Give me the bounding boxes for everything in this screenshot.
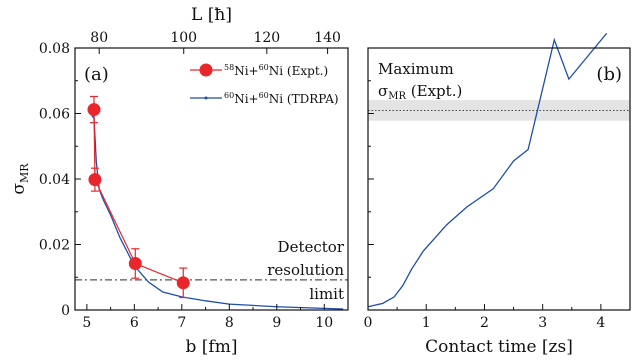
- top-axis-label: L [ħ]: [191, 5, 232, 25]
- x-axis-label: b [fm]: [186, 337, 238, 357]
- data-point-expt: [87, 103, 101, 117]
- top-tick-label: 140: [314, 30, 341, 46]
- detector-annotation-line1: Detector: [278, 238, 345, 256]
- y-tick-label: 0.02: [39, 238, 70, 254]
- top-tick-label: 80: [90, 30, 108, 46]
- data-point-expt: [176, 276, 190, 290]
- legend-label-expt: 58Ni+60Ni (Expt.): [224, 63, 328, 78]
- legend-marker-expt: [199, 63, 213, 77]
- legend-label-tdrpa: 60Ni+60Ni (TDRPA): [224, 91, 339, 106]
- x-tick-label: 0: [364, 315, 373, 331]
- maximum-annotation-subscript: MR: [388, 91, 406, 102]
- x-tick-label: 1: [422, 315, 431, 331]
- y-tick-label: 0: [61, 303, 70, 319]
- x-tick-label: 7: [177, 315, 186, 331]
- x-tick-label: 10: [315, 315, 333, 331]
- x-tick-label: 9: [272, 315, 281, 331]
- panel-label-b: (b): [596, 64, 622, 85]
- maximum-annotation-sigma: σ: [378, 82, 388, 100]
- detector-annotation-line2: resolution: [267, 261, 344, 279]
- maximum-annotation-expt: (Expt.): [406, 82, 462, 100]
- legend-marker-tdrpa: [204, 96, 208, 100]
- legend-text-part: Ni+: [234, 64, 258, 78]
- maximum-annotation-line1: Maximum: [378, 60, 454, 78]
- legend-text-part: Ni (Expt.): [269, 64, 328, 78]
- detector-annotation-line3: limit: [309, 285, 344, 303]
- y-axis-label-subscript: MR: [18, 163, 31, 183]
- maximum-annotation-line2: σMR (Expt.): [378, 82, 462, 102]
- data-point-expt: [128, 256, 142, 270]
- y-axis-label: σMR: [9, 163, 31, 195]
- top-tick-label: 100: [170, 30, 197, 46]
- x-tick-label: 3: [538, 315, 547, 331]
- top-tick-label: 120: [253, 30, 280, 46]
- x-tick-label: 6: [130, 315, 139, 331]
- legend-text-part: 58: [224, 63, 234, 72]
- legend-text-part: 60: [259, 91, 269, 100]
- x-tick-label: 4: [596, 315, 605, 331]
- legend-text-part: 60: [224, 91, 234, 100]
- series-line-contact-time: [367, 32, 608, 308]
- y-tick-label: 0.06: [39, 107, 70, 123]
- panel-label-a: (a): [84, 64, 109, 85]
- y-tick-label: 0.04: [39, 172, 70, 188]
- x-tick-label: 5: [82, 315, 91, 331]
- x-axis-label-b: Contact time [zs]: [425, 337, 573, 357]
- x-tick-label: 2: [480, 315, 489, 331]
- legend-text-part: Ni (TDRPA): [269, 92, 339, 106]
- legend-text-part: 60: [259, 63, 269, 72]
- series-line-expt: [93, 109, 184, 284]
- x-tick-label: 8: [225, 315, 234, 331]
- data-point-expt: [88, 173, 102, 187]
- y-tick-label: 0.08: [39, 41, 70, 57]
- legend-text-part: Ni+: [234, 92, 258, 106]
